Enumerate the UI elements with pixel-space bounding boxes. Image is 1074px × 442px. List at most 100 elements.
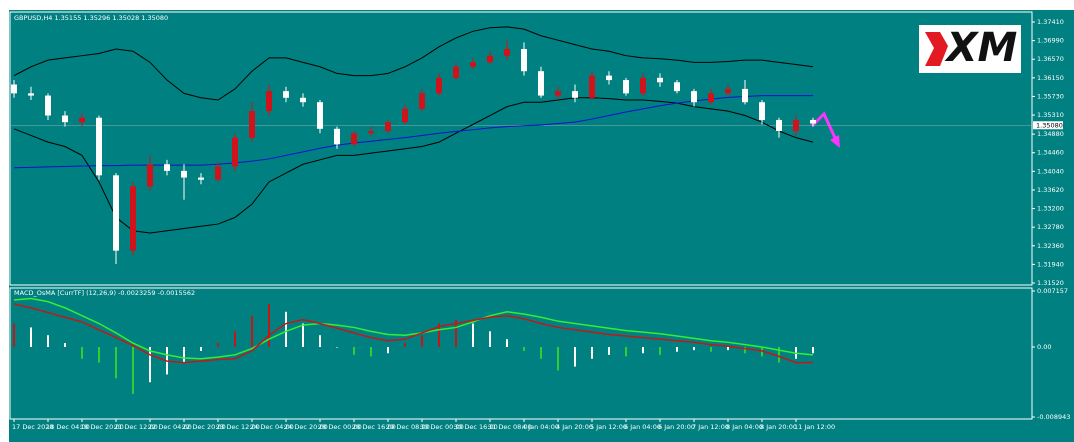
candle-body bbox=[606, 75, 612, 81]
candle-body bbox=[45, 95, 51, 116]
logo-mark bbox=[925, 32, 948, 66]
histogram-bar bbox=[812, 347, 814, 354]
histogram-bar bbox=[540, 347, 542, 359]
indicator-line bbox=[13, 297, 814, 360]
candle-body bbox=[521, 49, 527, 72]
candle-body bbox=[368, 131, 374, 134]
candle-body bbox=[725, 88, 731, 94]
candle-body bbox=[402, 108, 408, 123]
histogram-bar bbox=[506, 339, 508, 348]
candle-body bbox=[776, 119, 782, 132]
x-tick-label: 30 Dec 16:00 bbox=[454, 423, 498, 431]
candle-body bbox=[640, 77, 646, 94]
histogram-bar bbox=[302, 323, 304, 348]
logo-text: XM bbox=[944, 25, 1018, 71]
x-tick-label: 8 Jan 04:00 bbox=[726, 423, 763, 431]
candle-body bbox=[674, 82, 680, 92]
candle-body bbox=[11, 84, 17, 94]
candle-body bbox=[810, 119, 816, 124]
price-panel-frame bbox=[9, 11, 1033, 286]
histogram-bar bbox=[81, 347, 83, 359]
x-tick-label: 30 Dec 00:00 bbox=[420, 423, 464, 431]
histogram-bar bbox=[217, 343, 219, 348]
histogram-bar bbox=[234, 331, 236, 348]
macd-title: MACD_OsMA [CurrTF] (12,26,9) -0.0023259 … bbox=[14, 289, 195, 297]
histogram-bar bbox=[591, 347, 593, 359]
candle-body bbox=[96, 117, 102, 176]
histogram-bar bbox=[455, 319, 457, 348]
y-tick-label: 0.007157 bbox=[1037, 287, 1068, 295]
candle-body bbox=[181, 170, 187, 178]
candle-body bbox=[436, 77, 442, 94]
histogram-bar bbox=[676, 347, 678, 352]
histogram-bar bbox=[115, 347, 117, 379]
candle-body bbox=[504, 49, 510, 56]
y-tick-label: 1.34040 bbox=[1037, 167, 1064, 175]
candle-body bbox=[334, 128, 340, 145]
candle-body bbox=[283, 91, 289, 98]
histogram-bar bbox=[268, 303, 270, 348]
x-tick-label: 18 Dec 20:00 bbox=[80, 423, 124, 431]
histogram-bar bbox=[251, 315, 253, 348]
candle-body bbox=[453, 66, 459, 78]
histogram-bar bbox=[438, 323, 440, 348]
histogram-bar bbox=[98, 347, 100, 363]
x-tick-label: 8 Jan 20:00 bbox=[760, 423, 797, 431]
histogram-bar bbox=[421, 335, 423, 348]
candle-body bbox=[113, 175, 119, 251]
x-tick-label: 31 Dec 08:00 bbox=[488, 423, 532, 431]
histogram-bar bbox=[353, 347, 355, 355]
candle-body bbox=[130, 186, 136, 251]
y-tick-label: 1.32780 bbox=[1037, 223, 1064, 231]
x-tick-label: 7 Jan 12:00 bbox=[692, 423, 729, 431]
y-tick-label: 0.00 bbox=[1037, 343, 1051, 351]
histogram-bar bbox=[370, 347, 372, 357]
x-tick-label: 6 Jan 04:00 bbox=[624, 423, 661, 431]
candle-body bbox=[555, 91, 561, 96]
x-tick-label: 17 Dec 2020 bbox=[12, 423, 54, 431]
y-tick-label: 1.33200 bbox=[1037, 205, 1064, 213]
histogram-bar bbox=[149, 347, 151, 383]
candle-body bbox=[28, 93, 34, 96]
y-tick-label: 1.32360 bbox=[1037, 242, 1064, 250]
histogram-bar bbox=[336, 347, 338, 348]
histogram-bar bbox=[523, 347, 525, 351]
x-tick-label: 5 Jan 12:00 bbox=[590, 423, 627, 431]
y-tick-label: 1.33620 bbox=[1037, 186, 1064, 194]
price-title: GBPUSD,H4 1.35155 1.35296 1.35028 1.3508… bbox=[14, 14, 168, 22]
x-tick-label: 24 Dec 20:00 bbox=[284, 423, 328, 431]
histogram-bar bbox=[132, 347, 134, 394]
histogram-bar bbox=[47, 335, 49, 348]
y-tick-label: 1.31940 bbox=[1037, 260, 1064, 268]
current-price-label: 1.35080 bbox=[1036, 121, 1063, 129]
current-price-box bbox=[1033, 121, 1063, 130]
y-tick-label: 1.36150 bbox=[1037, 74, 1064, 82]
x-tick-label: 4 Jan 04:00 bbox=[522, 423, 559, 431]
histogram-bar bbox=[387, 347, 389, 354]
candle-body bbox=[249, 111, 255, 138]
candle-body bbox=[385, 122, 391, 132]
histogram-bar bbox=[557, 347, 559, 371]
x-tick-label: 22 Dec 04:00 bbox=[148, 423, 192, 431]
x-tick-label: 28 Dec 16:00 bbox=[352, 423, 396, 431]
histogram-bar bbox=[778, 347, 780, 363]
candle-body bbox=[657, 77, 663, 83]
histogram-bar bbox=[285, 311, 287, 348]
x-tick-label: 21 Dec 12:00 bbox=[114, 423, 158, 431]
y-tick-label: 1.34460 bbox=[1037, 149, 1064, 157]
y-tick-label: 1.34880 bbox=[1037, 130, 1064, 138]
y-tick-label: 1.35310 bbox=[1037, 111, 1064, 119]
y-tick-label: 1.31520 bbox=[1037, 279, 1064, 287]
histogram-bar bbox=[472, 323, 474, 348]
histogram-bar bbox=[574, 347, 576, 367]
candle-body bbox=[266, 91, 272, 112]
x-tick-label: 18 Dec 04:00 bbox=[46, 423, 90, 431]
x-tick-label: 22 Dec 20:00 bbox=[182, 423, 226, 431]
histogram-bar bbox=[13, 323, 15, 348]
candle-body bbox=[300, 97, 306, 103]
candle-body bbox=[572, 91, 578, 98]
indicator-line bbox=[13, 26, 814, 101]
candle-body bbox=[215, 166, 221, 180]
candle-body bbox=[793, 119, 799, 132]
